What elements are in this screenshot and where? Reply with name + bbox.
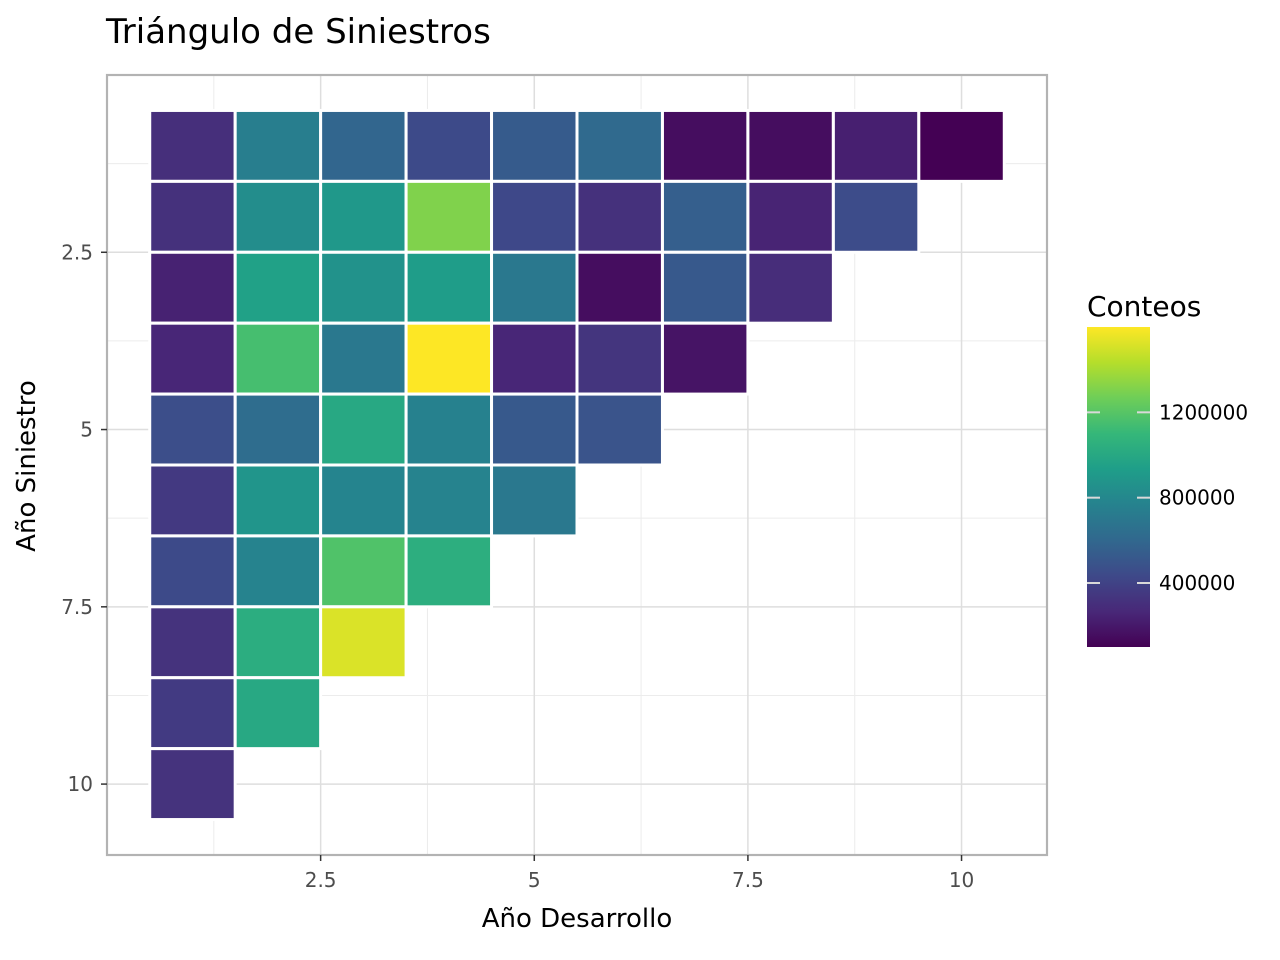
x-tick-label: 5 bbox=[528, 868, 541, 892]
heatmap-tile bbox=[404, 534, 494, 609]
tile-layer bbox=[148, 108, 1006, 822]
plot-panel-border bbox=[105, 73, 1049, 857]
heatmap-tile bbox=[490, 463, 579, 538]
heatmap-tile bbox=[148, 463, 237, 538]
heatmap-tile bbox=[575, 321, 664, 396]
heatmap-tile bbox=[404, 463, 494, 538]
heatmap-tile bbox=[319, 108, 408, 183]
heatmap-tile bbox=[660, 108, 750, 183]
heatmap-tile bbox=[575, 392, 664, 467]
legend-break-label: 1200000 bbox=[1159, 400, 1248, 424]
heatmap-tile bbox=[319, 392, 408, 467]
heatmap-tile bbox=[404, 392, 494, 467]
heatmap-tile bbox=[233, 676, 323, 751]
legend-ticks: 400000 800000 1200000 bbox=[1087, 400, 1248, 595]
heatmap-tile bbox=[575, 179, 664, 254]
heatmap-tile bbox=[319, 321, 408, 396]
heatmap-tile bbox=[404, 250, 494, 325]
y-tick-label: 7.5 bbox=[61, 595, 93, 619]
heatmap-tile bbox=[746, 250, 835, 325]
legend: Conteos 400000 800000 1200000 bbox=[1087, 290, 1248, 647]
heatmap-tile bbox=[319, 463, 408, 538]
heatmap-tile bbox=[575, 250, 664, 325]
legend-colorbar bbox=[1087, 327, 1150, 647]
y-axis-title: Año Siniestro bbox=[12, 380, 42, 552]
x-tick-label: 7.5 bbox=[732, 868, 764, 892]
heatmap-tile bbox=[148, 250, 237, 325]
heatmap-tile bbox=[404, 179, 494, 254]
heatmap-tile bbox=[831, 108, 921, 183]
legend-title: Conteos bbox=[1087, 290, 1201, 323]
x-tick-label: 10 bbox=[949, 868, 974, 892]
heatmap-tile bbox=[831, 179, 921, 254]
heatmap-tile bbox=[660, 179, 750, 254]
heatmap-tile bbox=[490, 250, 579, 325]
heatmap-tile bbox=[660, 250, 750, 325]
heatmap-tile bbox=[233, 179, 323, 254]
heatmap-tile bbox=[233, 250, 323, 325]
heatmap-tile bbox=[233, 534, 323, 609]
heatmap-tile bbox=[148, 321, 237, 396]
heatmap-tile bbox=[319, 605, 408, 680]
y-tick-label: 10 bbox=[68, 772, 93, 796]
heatmap-tile bbox=[148, 534, 237, 609]
x-axis-title: Año Desarrollo bbox=[482, 904, 673, 934]
heatmap-tile bbox=[746, 108, 835, 183]
heatmap-tile bbox=[917, 108, 1006, 183]
y-axis: 2.5 5 7.5 10 bbox=[61, 240, 107, 796]
heatmap-tile bbox=[490, 179, 579, 254]
chart-title: Triángulo de Siniestros bbox=[105, 12, 491, 52]
heatmap-tile bbox=[660, 321, 750, 396]
heatmap-tile bbox=[404, 321, 494, 396]
heatmap-tile bbox=[233, 321, 323, 396]
heatmap-tile bbox=[148, 392, 237, 467]
heatmap-tile bbox=[319, 179, 408, 254]
heatmap-tile bbox=[746, 179, 835, 254]
y-tick-label: 2.5 bbox=[61, 240, 93, 264]
heatmap-tile bbox=[490, 392, 579, 467]
heatmap-tile bbox=[148, 108, 237, 183]
heatmap-tile bbox=[233, 605, 323, 680]
x-tick-label: 2.5 bbox=[305, 868, 337, 892]
heatmap-tile bbox=[148, 676, 237, 751]
heatmap-tile bbox=[319, 250, 408, 325]
x-axis: 2.5 5 7.5 10 bbox=[305, 855, 974, 892]
legend-break-label: 400000 bbox=[1159, 571, 1235, 595]
heatmap-tile bbox=[490, 321, 579, 396]
heatmap-tile bbox=[148, 747, 237, 822]
heatmap-tile bbox=[148, 179, 237, 254]
heatmap-tile bbox=[319, 534, 408, 609]
heatmap-tile bbox=[233, 463, 323, 538]
heatmap-tile bbox=[148, 605, 237, 680]
legend-break-label: 800000 bbox=[1159, 486, 1235, 510]
heatmap-tile bbox=[233, 108, 323, 183]
heatmap-tile bbox=[575, 108, 664, 183]
heatmap-tile bbox=[233, 392, 323, 467]
y-tick-label: 5 bbox=[80, 418, 93, 442]
heatmap-tile bbox=[490, 108, 579, 183]
heatmap-tile bbox=[404, 108, 494, 183]
